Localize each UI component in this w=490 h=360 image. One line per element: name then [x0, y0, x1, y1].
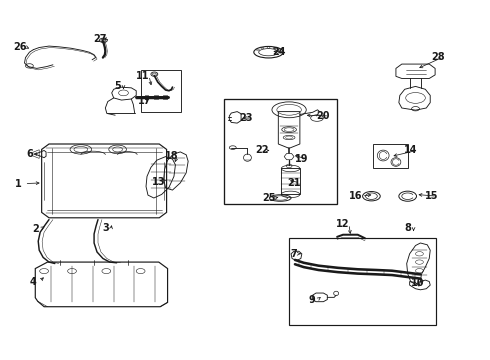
Text: 22: 22: [255, 145, 269, 156]
Text: 24: 24: [272, 47, 286, 57]
Text: 3: 3: [102, 222, 109, 233]
Text: 9: 9: [308, 294, 315, 305]
Text: 13: 13: [152, 177, 166, 187]
Bar: [145, 95, 148, 99]
Text: 4: 4: [30, 276, 37, 287]
Text: 25: 25: [262, 193, 276, 203]
Text: 16: 16: [349, 191, 363, 201]
Text: 14: 14: [404, 145, 417, 156]
Text: 8: 8: [404, 222, 411, 233]
Text: 27: 27: [94, 34, 107, 44]
Text: 10: 10: [411, 278, 424, 288]
Text: 11: 11: [136, 71, 150, 81]
Bar: [224, 99, 337, 204]
Text: 21: 21: [288, 178, 301, 188]
Text: 19: 19: [294, 154, 308, 164]
Bar: [163, 95, 167, 99]
Text: 26: 26: [13, 42, 26, 52]
Bar: [141, 70, 181, 112]
Text: 6: 6: [26, 149, 33, 159]
Bar: [373, 144, 408, 168]
Text: 12: 12: [336, 219, 350, 229]
Text: 15: 15: [424, 191, 438, 201]
Text: 20: 20: [317, 111, 330, 121]
Text: 17: 17: [138, 96, 151, 106]
Bar: [289, 238, 436, 325]
Bar: [154, 95, 158, 99]
Text: 28: 28: [431, 52, 444, 62]
Text: 7: 7: [291, 249, 297, 259]
Text: 18: 18: [165, 150, 178, 161]
Text: 23: 23: [240, 113, 253, 123]
Bar: [281, 168, 300, 194]
Text: 5: 5: [114, 81, 121, 91]
Text: 1: 1: [15, 179, 22, 189]
Text: 2: 2: [32, 224, 39, 234]
